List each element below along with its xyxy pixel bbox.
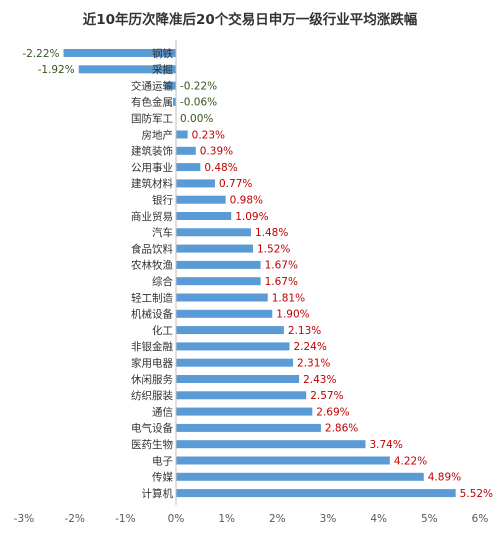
category-label-23: 通信	[152, 406, 173, 418]
category-label-28: 计算机	[142, 487, 174, 500]
value-label-27: 4.89%	[428, 472, 461, 484]
category-label-3: 交通运输	[131, 79, 173, 92]
category-label-2: 采掘	[152, 63, 173, 76]
bar-10	[176, 195, 226, 204]
value-label-14: 1.67%	[265, 260, 298, 272]
bar-25	[176, 440, 366, 449]
value-label-23: 2.69%	[316, 406, 349, 418]
category-label-26: 电子	[152, 454, 173, 467]
x-tick-label-9: 5%	[421, 513, 438, 525]
category-label-11: 商业贸易	[131, 210, 173, 223]
bar-7	[176, 146, 196, 155]
category-label-24: 电气设备	[131, 422, 173, 435]
category-label-5: 国防军工	[131, 112, 173, 125]
bar-3	[164, 81, 176, 90]
category-label-18: 化工	[152, 324, 173, 337]
x-tick-label-2: -2%	[64, 513, 84, 525]
value-label-16: 1.81%	[272, 292, 305, 304]
category-label-21: 休闲服务	[131, 373, 173, 386]
category-label-27: 传媒	[152, 471, 173, 484]
value-label-2: -1.92%	[38, 64, 75, 76]
value-label-25: 3.74%	[369, 439, 402, 451]
x-tick-label-7: 3%	[320, 513, 337, 525]
category-label-17: 机械设备	[131, 308, 173, 321]
bar-6	[176, 130, 188, 139]
x-tick-label-6: 2%	[269, 513, 286, 525]
category-label-14: 农林牧渔	[131, 259, 173, 272]
category-label-16: 轻工制造	[131, 291, 173, 304]
x-tick-label-1: -3%	[14, 513, 34, 525]
category-label-10: 银行	[152, 194, 173, 207]
category-label-6: 房地产	[142, 128, 174, 141]
value-label-8: 0.48%	[204, 162, 237, 174]
bar-26	[176, 456, 390, 465]
category-label-22: 纺织服装	[131, 389, 173, 402]
value-label-26: 4.22%	[394, 455, 427, 467]
x-tick-label-10: 6%	[472, 513, 489, 525]
value-label-24: 2.86%	[325, 423, 358, 435]
bar-27	[176, 472, 424, 481]
bar-13	[176, 244, 254, 253]
value-label-11: 1.09%	[235, 211, 268, 223]
bar-16	[176, 293, 268, 302]
value-label-15: 1.67%	[265, 276, 298, 288]
bar-12	[176, 228, 251, 237]
value-label-21: 2.43%	[303, 374, 336, 386]
bar-17	[176, 309, 273, 318]
category-label-13: 食品饮料	[131, 242, 173, 255]
value-label-10: 0.98%	[230, 195, 263, 207]
bar-22	[176, 391, 307, 400]
x-tick-label-3: -1%	[115, 513, 135, 525]
category-label-4: 有色金属	[131, 96, 173, 109]
value-label-18: 2.13%	[288, 325, 321, 337]
category-label-1: 钢铁	[152, 47, 173, 60]
category-label-8: 公用事业	[131, 161, 173, 174]
bar-11	[176, 212, 232, 220]
bar-19	[176, 342, 290, 351]
bar-4	[172, 97, 176, 106]
bar-9	[176, 179, 216, 188]
value-label-17: 1.90%	[276, 309, 309, 321]
value-label-1: -2.22%	[22, 48, 59, 60]
bar-23	[176, 407, 313, 416]
category-label-12: 汽车	[152, 226, 173, 239]
bar-28	[176, 489, 456, 498]
category-label-15: 综合	[152, 275, 173, 288]
bar-21	[176, 375, 300, 383]
value-label-28: 5.52%	[460, 488, 493, 500]
value-label-19: 2.24%	[293, 341, 326, 353]
category-label-25: 医药生物	[131, 438, 173, 451]
value-label-4: -0.06%	[180, 97, 217, 109]
bars-group: 钢铁 -2.22% 采掘 -1.92% 交通运输 -0.22% 有色金属 -0.06% 国防军工…	[22, 47, 493, 500]
x-tick-label-4: 0%	[168, 513, 185, 525]
bar-14	[176, 260, 261, 269]
category-label-20: 家用电器	[131, 357, 173, 370]
value-label-5: 0.00%	[180, 113, 213, 125]
bar-2	[78, 65, 176, 74]
bar-18	[176, 326, 284, 335]
value-label-13: 1.52%	[257, 243, 290, 255]
value-label-20: 2.31%	[297, 358, 330, 370]
value-label-3: -0.22%	[180, 80, 217, 92]
category-label-7: 建筑装饰	[131, 145, 173, 158]
category-label-19: 非银金融	[131, 340, 173, 353]
bar-15	[176, 277, 261, 286]
value-label-7: 0.39%	[200, 146, 233, 158]
bar-20	[176, 358, 294, 367]
bar-24	[176, 423, 321, 432]
bar-1	[63, 49, 176, 57]
x-tick-label-5: 1%	[218, 513, 235, 525]
value-label-9: 0.77%	[219, 178, 252, 190]
x-tick-label-8: 4%	[370, 513, 387, 525]
chart-title: 近10年历次降准后20个交易日申万一级行业平均涨跌幅	[83, 11, 418, 28]
value-label-22: 2.57%	[310, 390, 343, 402]
bar-8	[176, 163, 201, 172]
value-label-12: 1.48%	[255, 227, 288, 239]
x-axis-ticks: -3% -2% -1% 0% 1% 2% 3% 4% 5% 6%	[14, 513, 489, 525]
value-label-6: 0.23%	[192, 129, 225, 141]
category-label-9: 建筑材料	[131, 177, 173, 190]
